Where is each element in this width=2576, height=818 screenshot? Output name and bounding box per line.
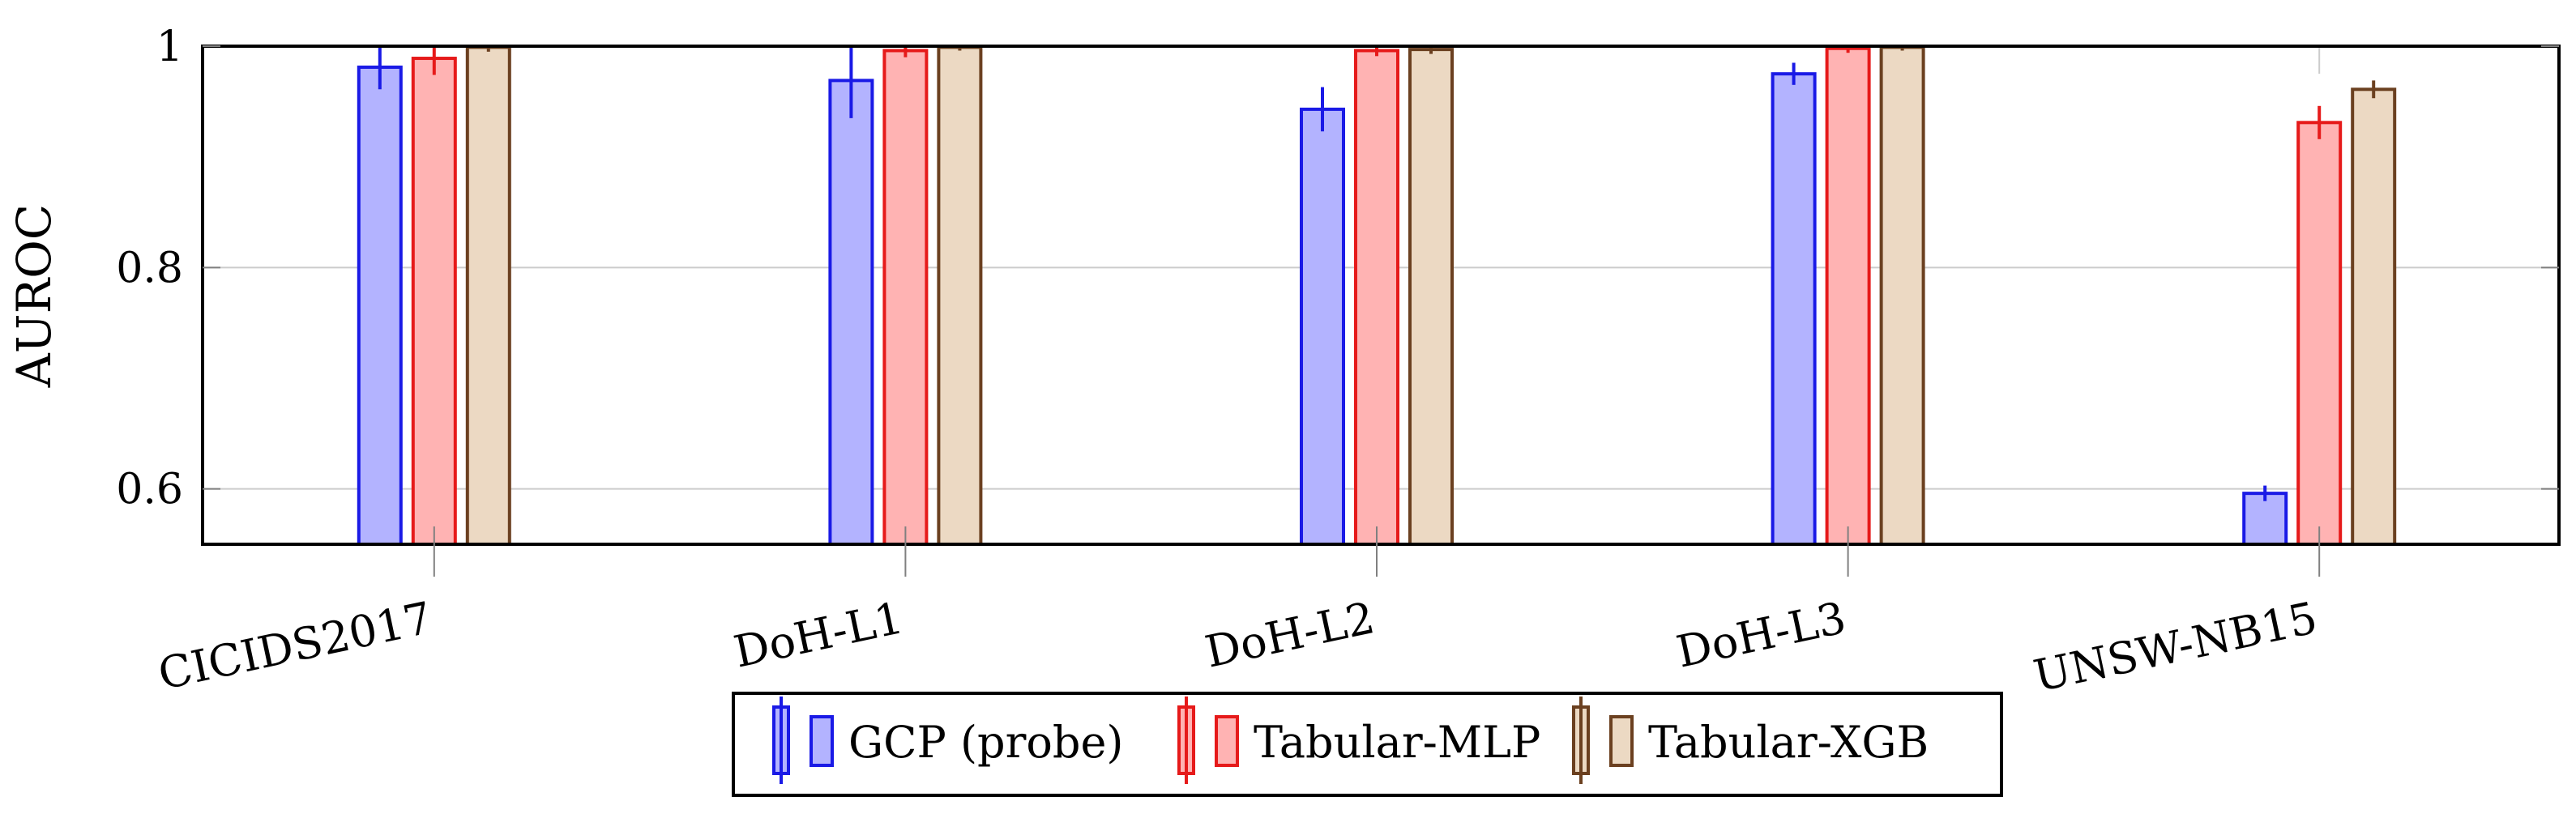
bar-group	[1354, 46, 1399, 546]
bar	[828, 79, 874, 547]
y-tick-label: 0.8	[116, 244, 183, 292]
x-tick-label: DoH-L3	[1672, 592, 1850, 678]
bar	[411, 57, 457, 547]
legend-box	[732, 692, 2003, 797]
bar-group	[1879, 45, 1925, 547]
legend-item: Tabular-XGB	[1572, 697, 1929, 784]
legend: GCP (probe) Tabular-MLP Tabular-XGB	[732, 692, 2003, 797]
bar-group	[2242, 485, 2288, 547]
x-tick-label: DoH-L1	[729, 592, 908, 678]
bar-group	[1825, 46, 1871, 546]
legend-label: Tabular-MLP	[1254, 717, 1540, 768]
bar	[2351, 87, 2397, 547]
bar	[1408, 48, 1454, 547]
bar	[357, 65, 403, 546]
bar	[1300, 107, 1345, 546]
bars	[357, 45, 2397, 547]
bar	[465, 45, 511, 547]
legend-item: GCP (probe)	[772, 697, 1124, 784]
legend-label: GCP (probe)	[848, 717, 1124, 768]
legend-item: Tabular-MLP	[1177, 697, 1540, 784]
bar	[937, 45, 983, 547]
x-tick-label: DoH-L2	[1201, 592, 1379, 678]
legend-swatch	[1215, 715, 1239, 767]
y-tick-label: 1	[156, 23, 183, 71]
bar-group	[2296, 105, 2343, 547]
bar-group	[1300, 87, 1345, 546]
bar	[2296, 121, 2343, 547]
plot-frame	[201, 45, 2561, 546]
bar-group	[2351, 80, 2397, 547]
y-axis-title: AUROC	[6, 204, 62, 388]
bar-group	[828, 46, 874, 547]
bar-group	[882, 46, 929, 546]
y-tick-label: 0.6	[116, 466, 183, 514]
bar	[1771, 72, 1817, 546]
bar	[1879, 45, 1925, 547]
bar-group	[937, 45, 983, 547]
legend-label: Tabular-XGB	[1648, 717, 1929, 768]
bar-group	[465, 45, 511, 547]
bar-group	[1771, 62, 1817, 546]
bar-group	[357, 46, 403, 546]
y-axis: 0.6 0.8 1	[116, 23, 2559, 514]
legend-swatch	[1609, 715, 1634, 767]
x-tick-label: CICIDS2017	[154, 592, 437, 700]
x-axis: CICIDS2017 DoH-L1 DoH-L2 DoH-L3 UNSW-NB15	[154, 526, 2322, 702]
bar-group	[1408, 46, 1454, 547]
x-tick-label: UNSW-NB15	[2029, 592, 2322, 701]
bar	[1354, 49, 1399, 546]
bar	[882, 49, 929, 546]
legend-swatch	[810, 715, 834, 767]
bar-group	[411, 46, 457, 547]
bar	[1825, 46, 1871, 546]
